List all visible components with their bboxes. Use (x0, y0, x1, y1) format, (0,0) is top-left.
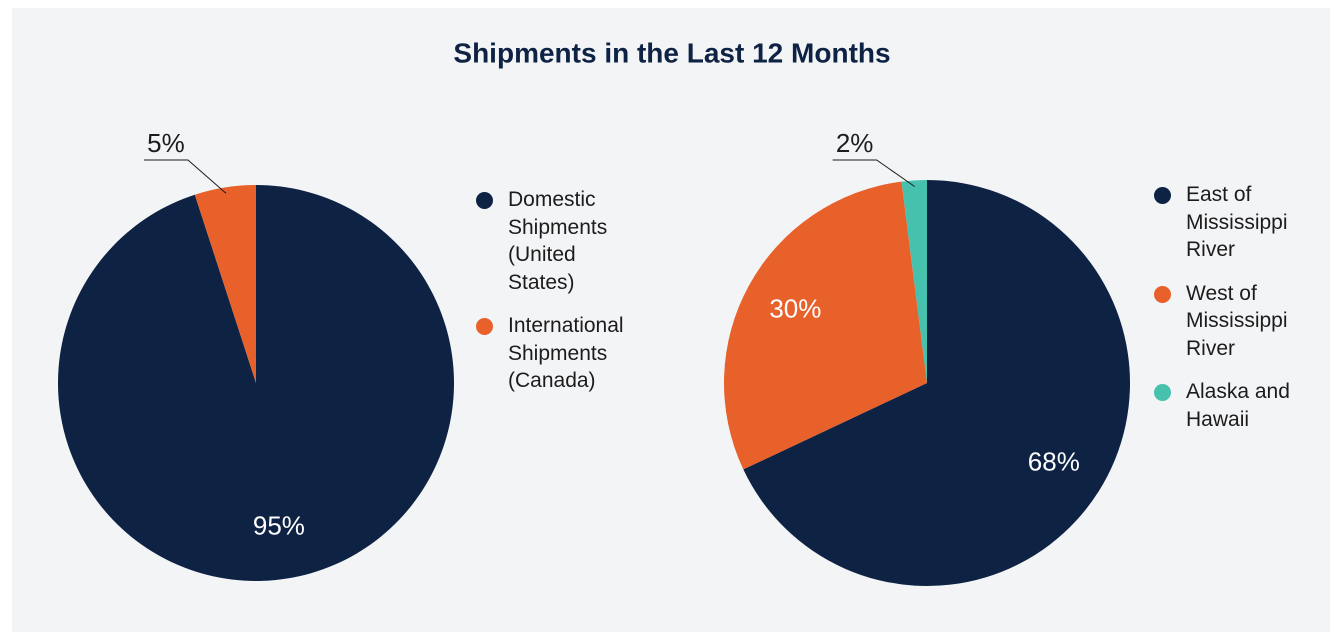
legend: Domestic Shipments (United States) Intern… (476, 186, 624, 411)
legend-marker (476, 192, 493, 209)
leader-line (832, 159, 915, 187)
leader-line (143, 159, 227, 194)
pie-slice (743, 180, 1130, 586)
pie-slice (723, 181, 927, 470)
pie-slice (194, 185, 256, 383)
legend-marker (1154, 285, 1171, 303)
slice-label: 30% (769, 294, 821, 324)
slice-label: 5% (147, 128, 185, 158)
legend-item: West of Mississippi River (1154, 280, 1296, 363)
slice-label: 2% (836, 128, 874, 158)
legend-item: Alaska and Hawaii (1154, 378, 1296, 433)
legend-item: Domestic Shipments (United States) (476, 186, 623, 296)
slice-label: 68% (1028, 446, 1080, 476)
legend-marker (1154, 384, 1171, 401)
legend-marker (1154, 187, 1171, 204)
pie-slice (57, 185, 455, 582)
chart-title: Shipments in the Last 12 Months (453, 37, 890, 68)
legend-item: International Shipments (Canada) (476, 312, 624, 395)
slice-label: 95% (253, 511, 305, 541)
pie-slice (901, 180, 927, 383)
legend-item: East of Mississippi River (1154, 181, 1296, 264)
legend-marker (476, 318, 493, 335)
legend: East of Mississippi River West of Mississ… (1154, 181, 1296, 449)
